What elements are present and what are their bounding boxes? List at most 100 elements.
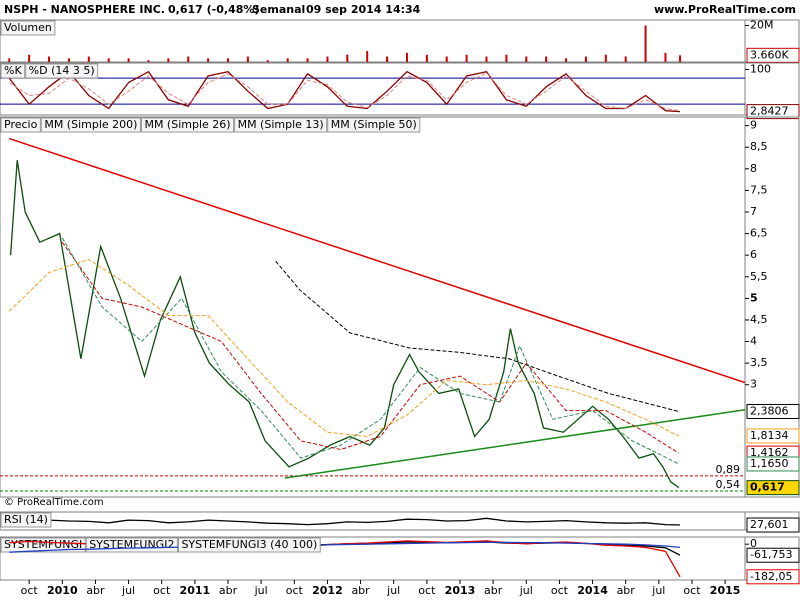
volume-bar [227,58,230,62]
volume-bar [48,56,51,62]
volume-bar [306,58,309,62]
level-label: 0,89 [716,463,741,476]
y-tick-label: 6,5 [750,227,768,240]
last-value-label: -61,753 [750,548,792,561]
period: Semanal [252,3,305,16]
legend-box [40,117,141,133]
last-value-box [746,547,800,563]
y-tick-label: 9 [750,119,757,132]
legend-box [0,117,41,133]
x-tick-label: 2014 [577,584,608,597]
volume-bar [8,58,11,62]
y-tick-label: 7 [750,205,757,218]
legend-entry: RSI (14) [4,513,48,526]
volume-bar [679,55,682,62]
volume-bar [286,58,289,62]
last-value-label: 1,4162 [750,446,789,459]
volume-bar [525,56,528,62]
legend-box [0,20,56,36]
volume-bar [386,56,389,62]
last-value-label: 2,8427 [750,105,789,118]
y-tick-label: 4,5 [750,313,768,326]
volume-bar [266,60,269,62]
legend-box [140,117,235,133]
volume-bar [485,56,488,62]
y-tick-label: 5 [750,291,758,304]
trend-line [284,409,746,479]
series-line [9,160,680,489]
volume-bar [346,54,349,62]
x-tick-label: 2013 [445,584,476,597]
last-value-label: 1,8134 [750,429,789,442]
volume-bar [664,52,667,62]
x-tick-label: jul [386,584,400,597]
x-tick-label: oct [683,584,701,597]
volume-bar [127,58,130,62]
x-tick-label: abr [86,584,105,597]
x-tick-label: jul [254,584,268,597]
volume-bar [107,58,110,62]
legend-entry: MM (Simple 26) [144,118,230,131]
volume-bar [584,56,587,62]
legend-entry: %K [4,64,22,77]
x-tick-label: jul [121,584,135,597]
last-value-label: 1,1650 [750,457,789,470]
legend-box [234,117,328,133]
legend-entry: %D (14 3 5) [29,64,95,77]
volume-bar [545,56,548,62]
y-tick-label: 100 [750,63,771,76]
trend-line [9,137,746,384]
y-tick-label: 5,5 [750,270,768,283]
y-tick-label: 7,5 [750,183,768,196]
volume-bar [445,56,448,62]
x-tick-label: oct [153,584,171,597]
site: www.ProRealTime.com [654,3,796,16]
last-value-label: 2,3806 [750,404,789,417]
volume-bar [207,58,210,62]
volume-bar [604,54,607,62]
last-value-box [746,403,800,419]
y-tick-label: 6 [750,248,757,261]
volume-bar [167,58,170,62]
last-value-label: 0,617 [750,481,785,494]
last-value-box [746,428,800,444]
series-line [8,258,679,438]
legend-entry: Precio [4,118,38,131]
x-tick-label: 2015 [710,584,741,597]
volume-bar [565,58,568,62]
legend-entry: SYSTEMFUNGI3 (40 100) [181,538,317,551]
y-tick-label: 4 [750,335,757,348]
y-tick-label: 8,5 [750,140,768,153]
series-line [9,541,681,553]
level-label: 0,54 [716,478,741,491]
last-value-box [746,456,800,472]
x-tick-label: abr [219,584,238,597]
x-tick-label: abr [351,584,370,597]
volume-bar [326,56,329,62]
x-tick-label: 2010 [47,584,78,597]
title: NSPH - NANOSPHERE INC. [4,3,165,16]
volume-bar [405,52,408,62]
y-tick-label: 0 [750,537,757,550]
x-tick-label: oct [418,584,436,597]
y-tick-label: 20M [750,18,774,31]
volume-bar [147,60,150,62]
last-value-box [746,480,800,496]
copyright: © ProRealTime.com [4,497,104,508]
x-tick-label: 2011 [180,584,211,597]
legend-entry: Volumen [4,21,52,34]
legend-entry: MM (Simple 13) [238,118,324,131]
series-line [9,516,681,526]
volume-bar [87,56,90,62]
volume-bar [505,54,508,62]
series-line [61,241,679,454]
x-tick-label: abr [617,584,636,597]
y-tick-label: 3,5 [750,356,768,369]
legend-entry: MM (Simple 50) [331,118,417,131]
x-tick-label: jul [519,584,533,597]
legend-box [0,63,26,79]
volume-bar [67,58,70,62]
volume-bar [28,54,31,62]
